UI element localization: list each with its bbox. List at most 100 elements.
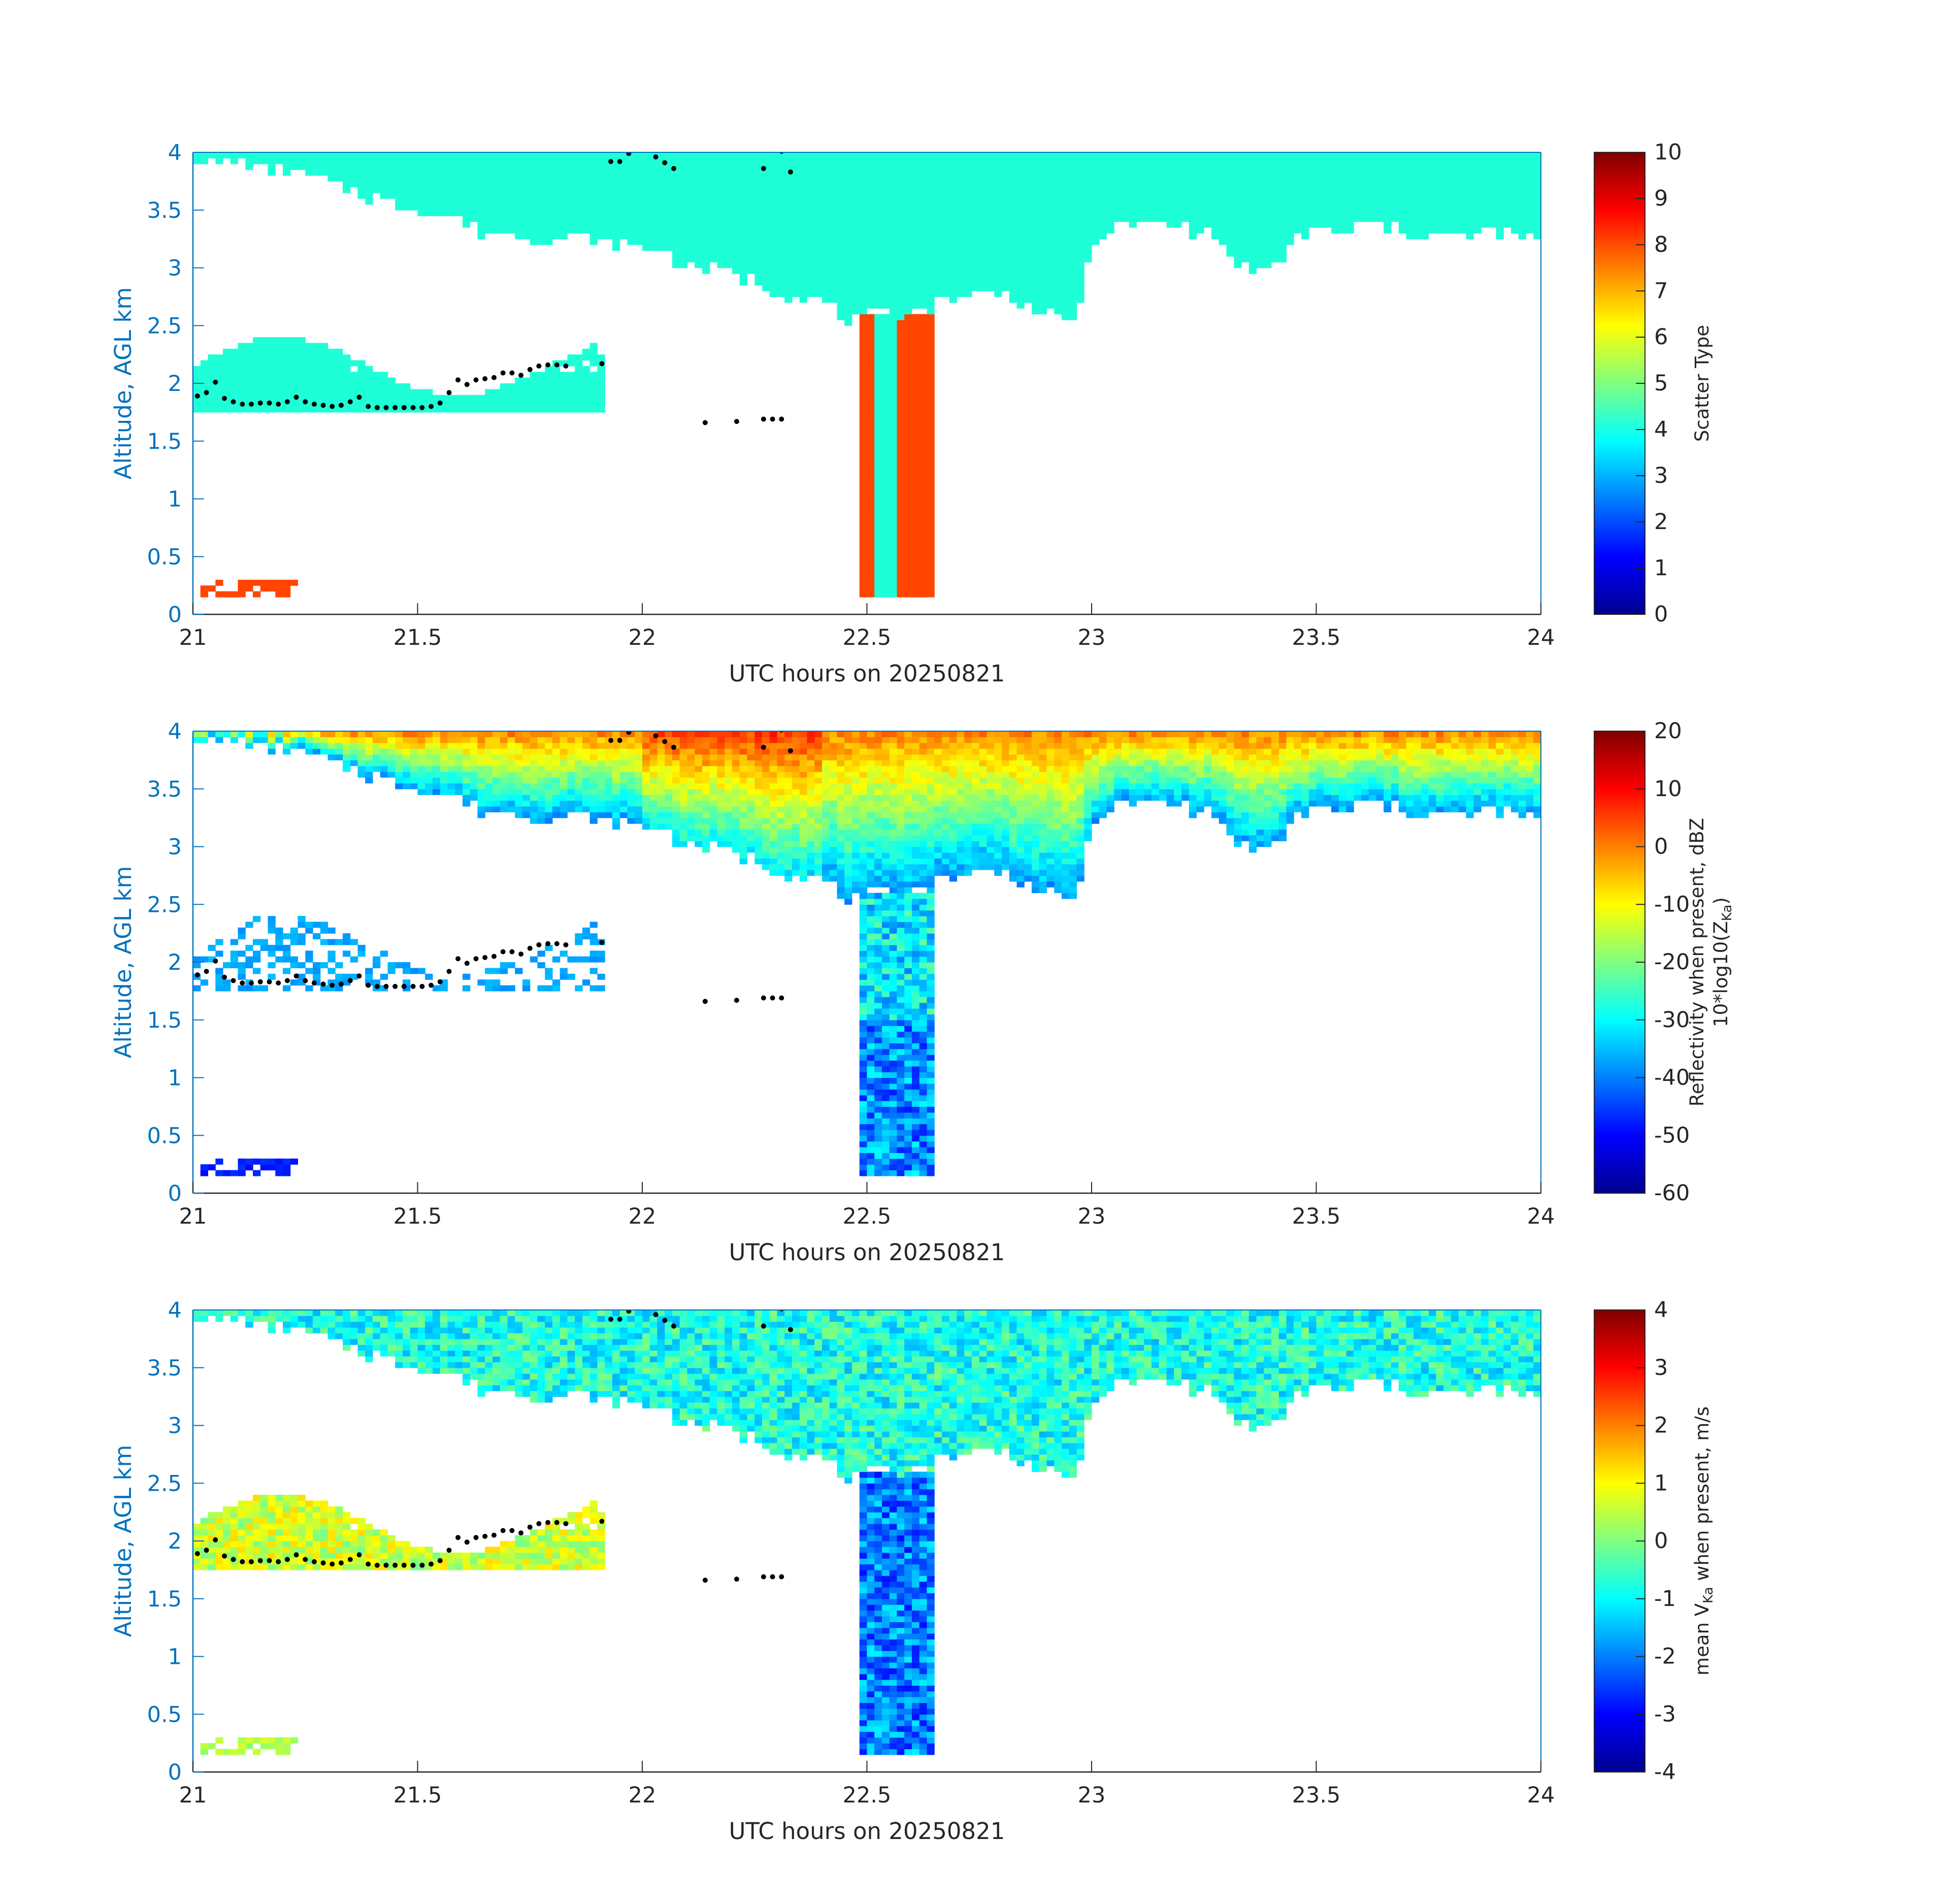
heatmap-cell (897, 337, 905, 343)
heatmap-cell (1054, 245, 1062, 251)
heatmap-cell (545, 389, 553, 396)
heatmap-cell (949, 199, 958, 205)
heatmap-cell (433, 766, 441, 772)
colorbar-tick-label: 1 (1654, 555, 1668, 581)
heatmap-cell (897, 430, 905, 436)
heatmap-cell (867, 337, 875, 343)
heatmap-cell (889, 343, 898, 349)
heatmap-cell (927, 285, 935, 291)
heatmap-cell (1159, 152, 1167, 158)
heatmap-cell (530, 389, 538, 396)
heatmap-cell (1256, 170, 1264, 176)
heatmap-cell (904, 192, 912, 199)
colorbar-tick-label: 6 (1654, 324, 1668, 350)
heatmap-cell (1114, 158, 1122, 165)
heatmap-cell (552, 170, 561, 176)
heatmap-cell (515, 806, 523, 812)
heatmap-cell (268, 395, 276, 401)
heatmap-cell (327, 377, 336, 384)
heatmap-cell (822, 268, 830, 274)
heatmap-cell (627, 737, 635, 743)
heatmap-cell (1219, 239, 1227, 245)
heatmap-cell (463, 731, 471, 737)
heatmap-cell (425, 777, 433, 783)
heatmap-cell (792, 273, 800, 280)
heatmap-cell (829, 268, 838, 274)
heatmap-cell (649, 812, 657, 818)
heatmap-cell (597, 401, 605, 407)
heatmap-cell (1016, 170, 1025, 176)
heatmap-cell (245, 354, 253, 361)
colorbar-tick-label: 0 (1654, 602, 1668, 627)
heatmap-cell (799, 192, 808, 199)
heatmap-cell (1009, 285, 1017, 291)
heatmap-cell (762, 170, 770, 176)
heatmap-cell (897, 528, 905, 534)
heatmap-cell (874, 372, 882, 378)
heatmap-cell (1069, 256, 1077, 262)
heatmap-cell (867, 591, 875, 598)
heatmap-cell (897, 510, 905, 517)
heatmap-cell (1413, 204, 1422, 211)
heatmap-cell (552, 789, 561, 795)
heatmap-cell (889, 568, 898, 574)
heatmap-cell (919, 319, 928, 326)
heatmap-cell (874, 291, 882, 297)
heatmap-cell (754, 245, 763, 251)
heatmap-cell (777, 192, 785, 199)
heatmap-cell (769, 170, 777, 176)
heatmap-cell (477, 204, 485, 211)
heatmap-cell (1039, 256, 1047, 262)
heatmap-cell (949, 170, 958, 176)
heatmap-cell (672, 771, 680, 778)
heatmap-cell (739, 163, 747, 170)
heatmap-cell (687, 742, 695, 749)
heatmap-cell (889, 331, 898, 338)
heatmap-cell (1533, 227, 1541, 234)
heatmap-cell (1069, 181, 1077, 187)
heatmap-cell (904, 533, 912, 540)
heatmap-cell (912, 175, 920, 182)
heatmap-cell (739, 204, 747, 211)
heatmap-cell (859, 297, 868, 303)
heatmap-cell (904, 545, 912, 551)
heatmap-cell (597, 742, 605, 749)
heatmap-cell (649, 204, 657, 211)
heatmap-cell (433, 748, 441, 755)
heatmap-cell (859, 470, 868, 476)
heatmap-cell (1503, 170, 1511, 176)
heatmap-cell (1084, 175, 1092, 182)
heatmap-cell (253, 158, 261, 165)
heatmap-cell (365, 152, 373, 158)
heatmap-cell (986, 199, 995, 205)
heatmap-cell (619, 789, 628, 795)
heatmap-cell (313, 742, 321, 749)
heatmap-cell (290, 354, 298, 361)
heatmap-cell (492, 783, 501, 790)
heatmap-cell (589, 152, 598, 158)
heatmap-cell (357, 766, 366, 772)
heatmap-cell (649, 783, 657, 790)
heatmap-cell (507, 401, 515, 407)
cloud-base-point (788, 169, 793, 175)
heatmap-cell (575, 377, 583, 384)
heatmap-cell (919, 239, 928, 245)
heatmap-cell (298, 360, 306, 367)
heatmap-cell (582, 389, 590, 396)
heatmap-cell (792, 181, 800, 187)
heatmap-cell (837, 192, 845, 199)
heatmap-cell (627, 783, 635, 790)
heatmap-cell (754, 152, 763, 158)
heatmap-cell (1346, 187, 1354, 193)
heatmap-cell (589, 731, 598, 737)
heatmap-cell (897, 418, 905, 424)
heatmap-cell (1428, 221, 1437, 228)
heatmap-cell (672, 800, 680, 807)
heatmap-cell (410, 748, 418, 755)
heatmap-cell (874, 441, 882, 447)
heatmap-cell (927, 319, 935, 326)
heatmap-cell (530, 731, 538, 737)
heatmap-cell (410, 401, 418, 407)
heatmap-cell (852, 250, 860, 257)
heatmap-cell (589, 163, 598, 170)
